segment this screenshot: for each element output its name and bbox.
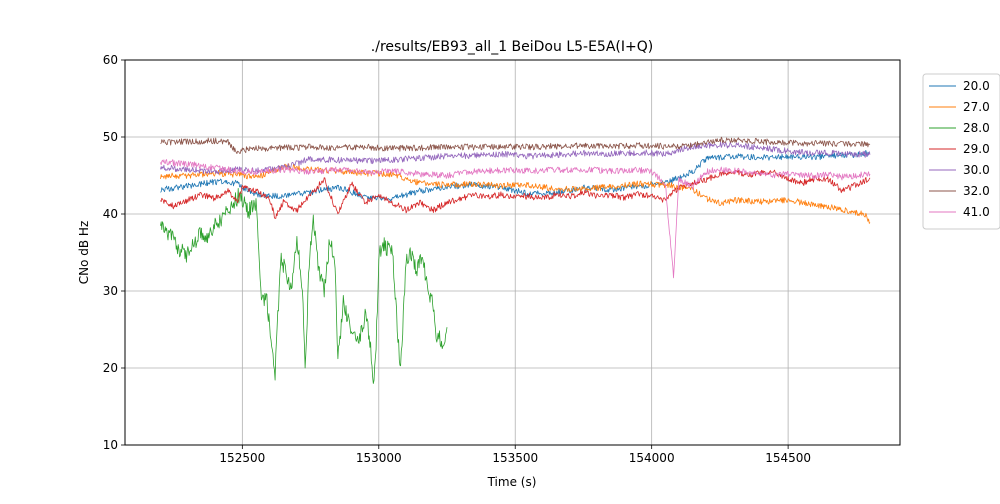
plot-frame xyxy=(124,59,901,446)
x-tick-label: 152500 xyxy=(219,451,265,465)
y-tick-label: 40 xyxy=(103,207,118,221)
legend-label: 28.0 xyxy=(963,121,990,135)
legend-label: 20.0 xyxy=(963,79,990,93)
x-tick-label: 153500 xyxy=(492,451,538,465)
x-tick-label: 154000 xyxy=(629,451,675,465)
chart-title: ./results/EB93_all_1 BeiDou L5-E5A(I+Q) xyxy=(371,39,653,55)
legend-label: 41.0 xyxy=(963,205,990,219)
legend-label: 29.0 xyxy=(963,142,990,156)
x-tick-label: 154500 xyxy=(765,451,811,465)
x-axis-label: Time (s) xyxy=(487,475,537,489)
legend-label: 27.0 xyxy=(963,100,990,114)
y-tick-label: 60 xyxy=(103,53,118,67)
legend-label: 30.0 xyxy=(963,163,990,177)
y-tick-label: 30 xyxy=(103,284,118,298)
series-lines xyxy=(160,136,871,384)
legend-label: 32.0 xyxy=(963,184,990,198)
series-line-20.0 xyxy=(160,150,871,202)
legend: 20.0 27.0 28.0 29.0 30.0 32.0 41.0 xyxy=(922,73,1000,230)
series-line-28.0 xyxy=(160,187,448,384)
y-axis-label: CNo dB Hz xyxy=(77,221,91,285)
legend-box xyxy=(922,73,1000,230)
x-tick-label: 153000 xyxy=(356,451,402,465)
y-tick-label: 20 xyxy=(103,361,118,375)
series-line-32.0 xyxy=(160,136,871,155)
axis-ticks: 152500 153000 153500 154000 154500 10 20 30 40 50… xyxy=(103,53,811,465)
series-line-29.0 xyxy=(160,169,871,219)
y-tick-label: 50 xyxy=(103,130,118,144)
series-line-41.0 xyxy=(160,159,871,279)
y-tick-label: 10 xyxy=(103,438,118,452)
